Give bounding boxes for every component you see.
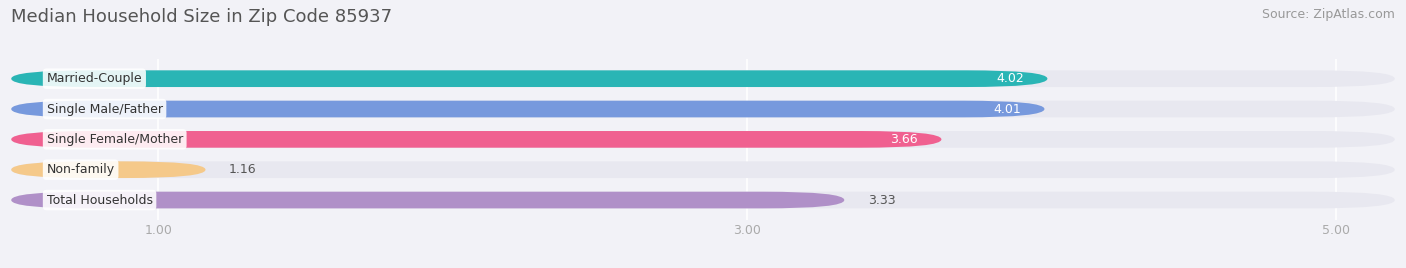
Text: Source: ZipAtlas.com: Source: ZipAtlas.com (1261, 8, 1395, 21)
Text: Median Household Size in Zip Code 85937: Median Household Size in Zip Code 85937 (11, 8, 392, 26)
FancyBboxPatch shape (11, 192, 844, 209)
Text: 4.01: 4.01 (993, 103, 1021, 116)
Text: Non-family: Non-family (46, 163, 115, 176)
Text: Married-Couple: Married-Couple (46, 72, 142, 85)
FancyBboxPatch shape (11, 70, 1395, 87)
Text: 3.66: 3.66 (890, 133, 918, 146)
FancyBboxPatch shape (11, 161, 205, 178)
FancyBboxPatch shape (11, 101, 1395, 117)
FancyBboxPatch shape (11, 70, 1047, 87)
Text: Total Households: Total Households (46, 193, 153, 207)
FancyBboxPatch shape (11, 131, 1395, 148)
FancyBboxPatch shape (11, 192, 1395, 209)
FancyBboxPatch shape (11, 131, 942, 148)
Text: 3.33: 3.33 (868, 193, 896, 207)
Text: Single Male/Father: Single Male/Father (46, 103, 163, 116)
Text: 1.16: 1.16 (229, 163, 257, 176)
FancyBboxPatch shape (11, 101, 1045, 117)
Text: Single Female/Mother: Single Female/Mother (46, 133, 183, 146)
FancyBboxPatch shape (11, 161, 1395, 178)
Text: 4.02: 4.02 (995, 72, 1024, 85)
